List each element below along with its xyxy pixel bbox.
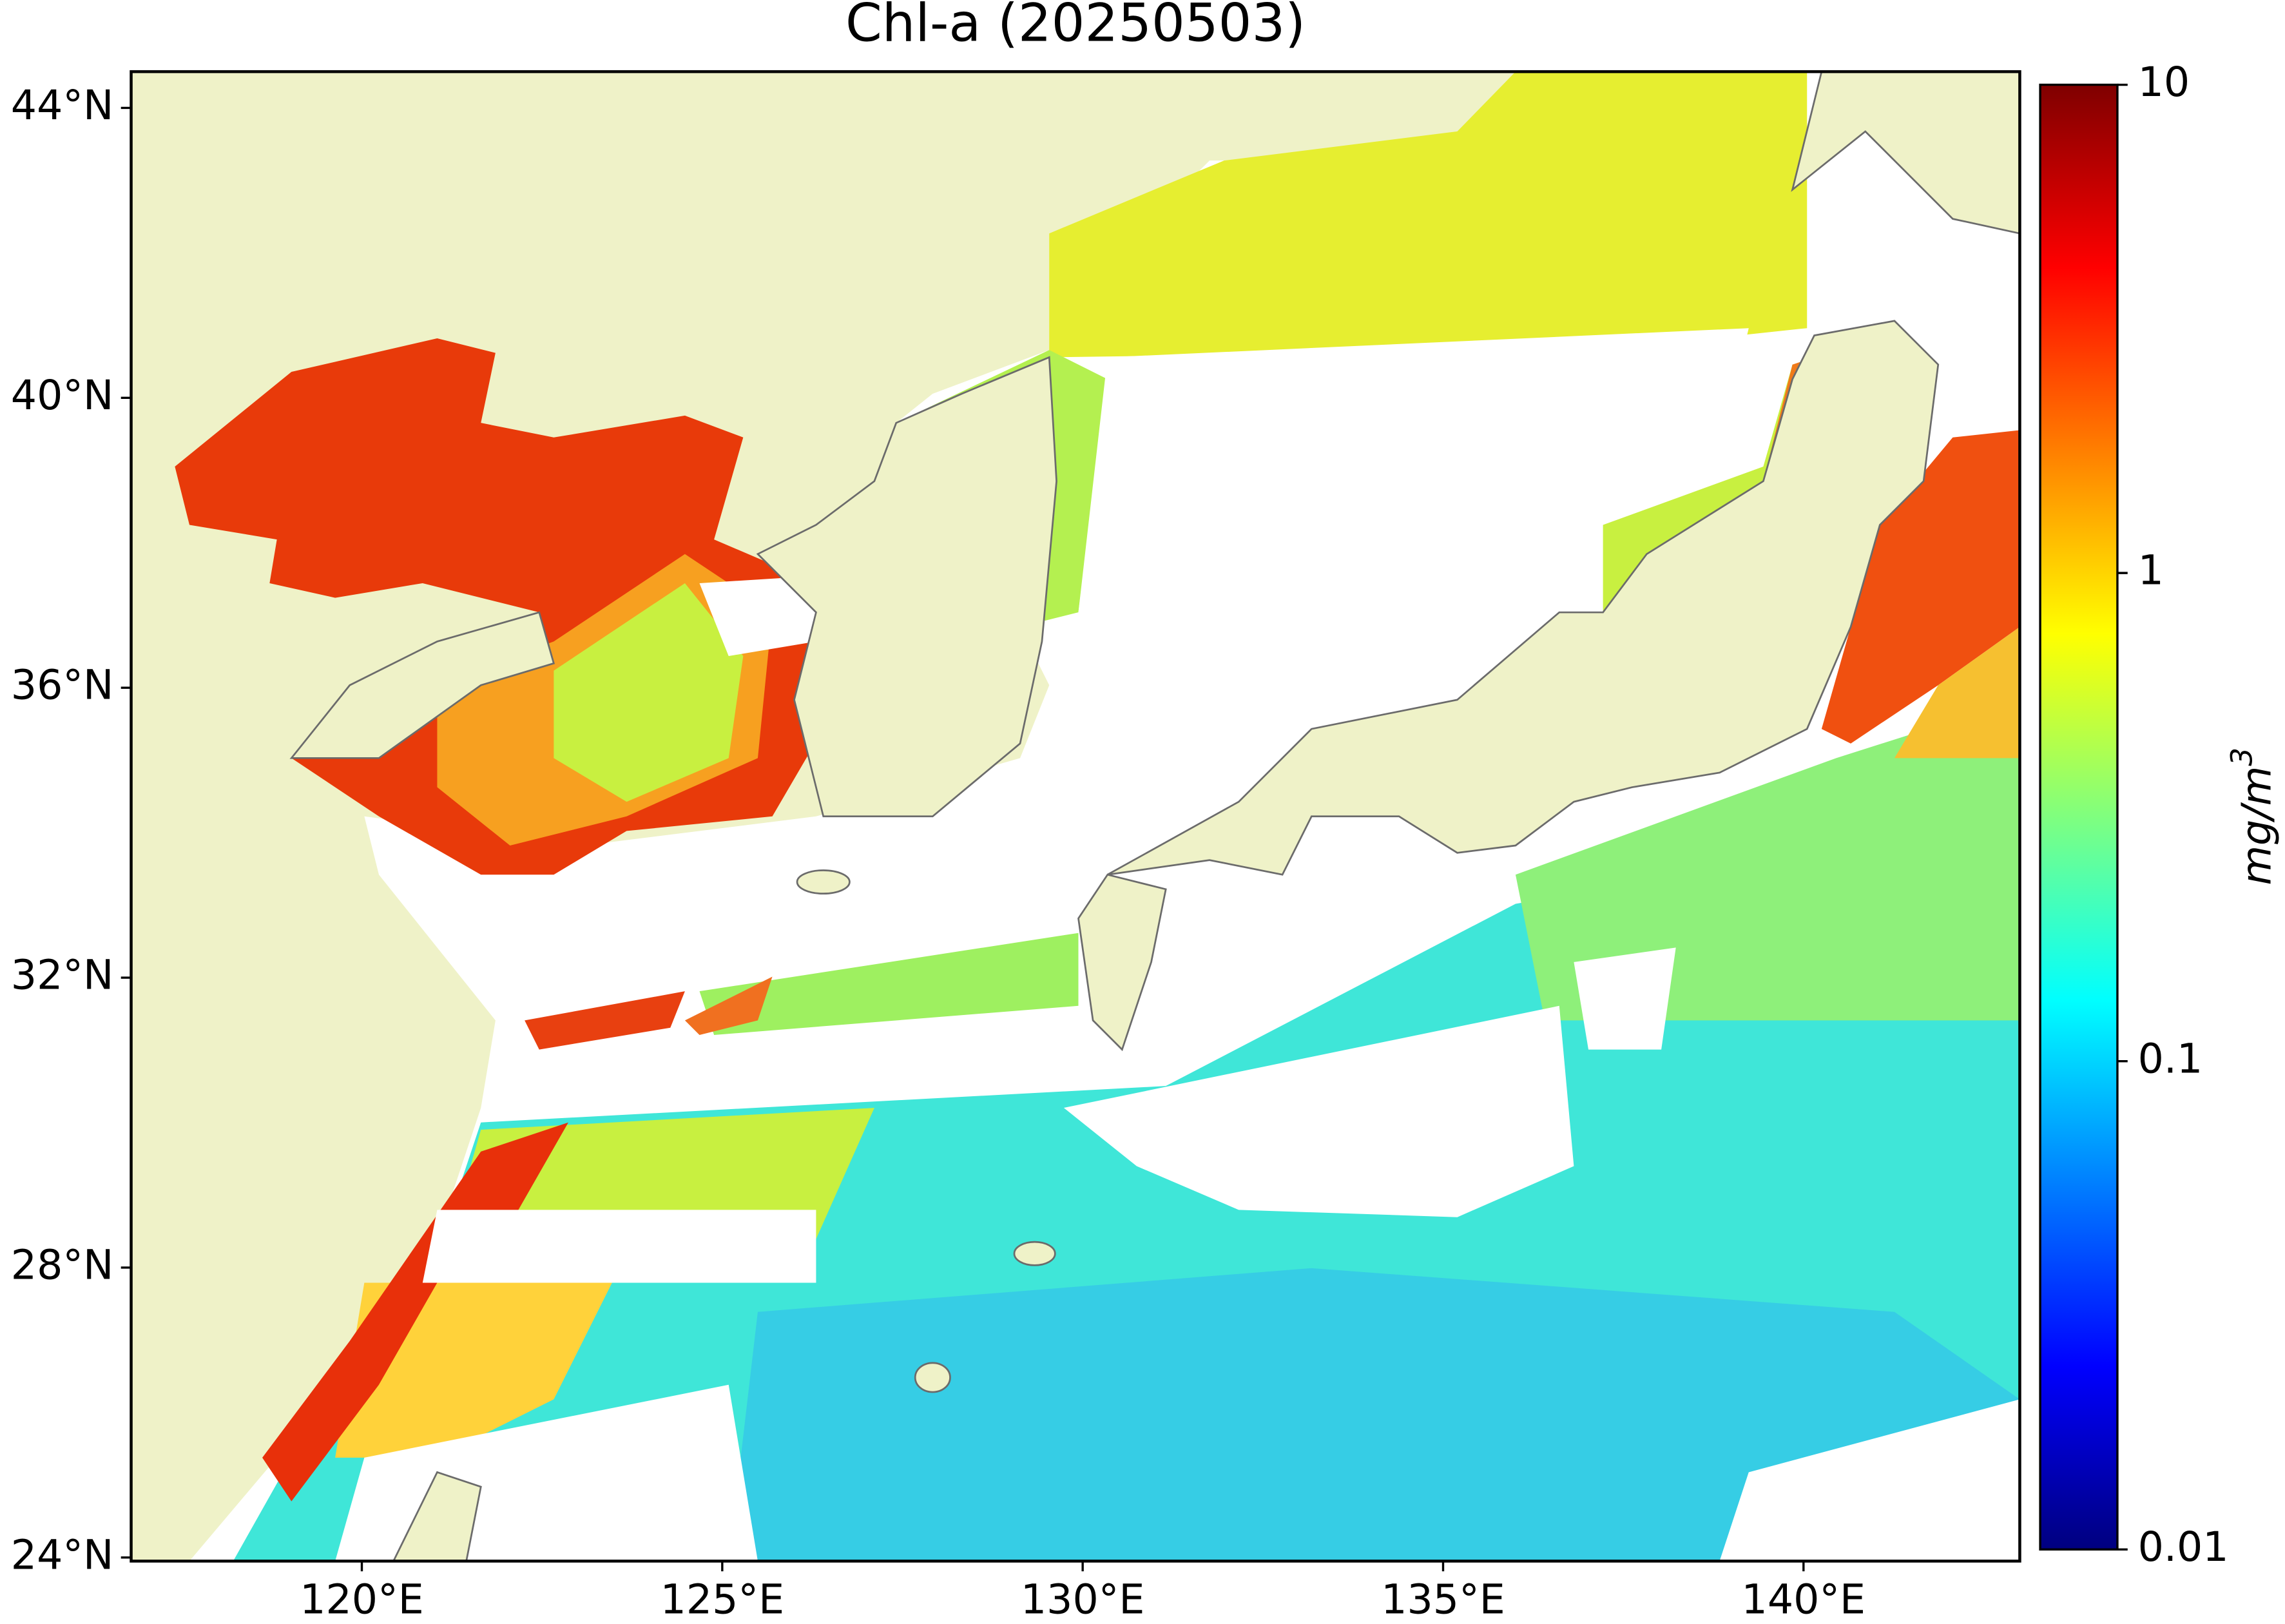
x-tick-label: 135°E [1381, 1575, 1505, 1623]
map-frame [130, 70, 2021, 1563]
x-tick-label: 130°E [1021, 1575, 1145, 1623]
x-tick-label: 120°E [300, 1575, 424, 1623]
colorbar [2039, 83, 2119, 1551]
colorbar-tick-label: 0.01 [2138, 1523, 2229, 1571]
colorbar-tick-label: 1 [2138, 546, 2164, 594]
y-tick-label: 28°N [11, 1241, 114, 1288]
y-tick-label: 40°N [11, 371, 114, 419]
x-tick-label: 125°E [660, 1575, 785, 1623]
y-tick-label: 24°N [11, 1531, 114, 1578]
map-title: Chl-a (20250503) [845, 0, 1306, 54]
y-tick-label: 32°N [11, 951, 114, 999]
y-tick-label: 36°N [11, 661, 114, 709]
colorbar-label-superscript: 3 [2225, 748, 2259, 766]
y-tick-label: 44°N [11, 81, 114, 129]
colorbar-tick-label: 0.1 [2138, 1034, 2203, 1082]
x-tick-label: 140°E [1742, 1575, 1866, 1623]
colorbar-label: mg/m3 [2225, 748, 2280, 885]
colorbar-label-text: mg/m [2232, 766, 2280, 885]
colorbar-tick-label: 10 [2138, 58, 2190, 106]
map-image [131, 72, 2020, 1561]
